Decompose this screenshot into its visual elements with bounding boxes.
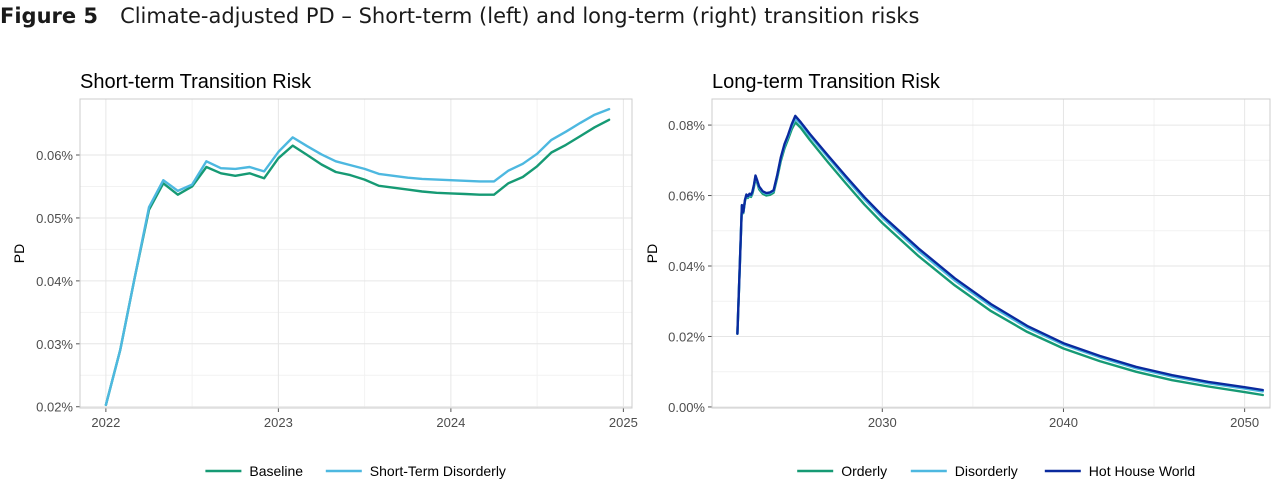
long-term-y-tick-label: 0.06% xyxy=(668,189,705,204)
figure-label: Figure 5 xyxy=(0,4,99,28)
long-term-y-axis-label: PD xyxy=(644,244,660,263)
short-term-y-tick-label: 0.06% xyxy=(36,148,73,163)
short-term-y-tick-label: 0.03% xyxy=(36,337,73,352)
long-term-x-tick-label: 2030 xyxy=(868,415,897,430)
short-term-y-tick-label: 0.05% xyxy=(36,211,73,226)
short-term-chart-title: Short-term Transition Risk xyxy=(80,71,312,93)
long-term-legend-label-hot-house-world: Hot House World xyxy=(1089,463,1195,479)
long-term-x-tick-label: 2040 xyxy=(1049,415,1078,430)
long-term-y-tick-label: 0.08% xyxy=(668,118,705,133)
long-term-series-line-hot-house-world xyxy=(736,114,1264,392)
long-term-panel-border xyxy=(711,98,1271,409)
short-term-series-line-short-term-disorderly xyxy=(104,107,611,407)
short-term-y-tick-label: 0.02% xyxy=(36,400,73,415)
short-term-y-axis-label: PD xyxy=(11,244,27,263)
long-term-series-line-orderly xyxy=(736,121,1264,397)
short-term-series-line-baseline xyxy=(104,118,611,407)
short-term-legend-label-short-term-disorderly: Short-Term Disorderly xyxy=(370,463,506,479)
long-term-y-tick-label: 0.04% xyxy=(668,259,705,274)
short-term-legend-label-baseline: Baseline xyxy=(249,463,303,479)
short-term-chart: Short-term Transition Risk 2022 2023 2024 20… xyxy=(11,71,638,479)
short-term-x-tick-label: 2022 xyxy=(91,415,120,430)
long-term-chart: Long-term Transition Risk 2030 2040 2050 0.0… xyxy=(644,71,1271,479)
long-term-x-tick-label: 2050 xyxy=(1230,415,1259,430)
short-term-x-tick-label: 2025 xyxy=(609,415,638,430)
figure-title: Figure 5 Climate-adjusted PD – Short-term… xyxy=(0,4,919,34)
long-term-y-tick-label: 0.00% xyxy=(668,400,705,415)
long-term-legend-label-disorderly: Disorderly xyxy=(955,463,1018,479)
long-term-chart-title: Long-term Transition Risk xyxy=(712,71,941,93)
short-term-y-tick-label: 0.04% xyxy=(36,274,73,289)
long-term-legend-label-orderly: Orderly xyxy=(841,463,887,479)
short-term-panel-border xyxy=(79,98,633,409)
long-term-y-tick-label: 0.02% xyxy=(668,329,705,344)
short-term-x-tick-label: 2024 xyxy=(436,415,465,430)
long-term-series-line-disorderly xyxy=(736,117,1264,393)
figure-caption: Climate-adjusted PD – Short-term (left) … xyxy=(120,4,920,28)
short-term-x-tick-label: 2023 xyxy=(264,415,293,430)
